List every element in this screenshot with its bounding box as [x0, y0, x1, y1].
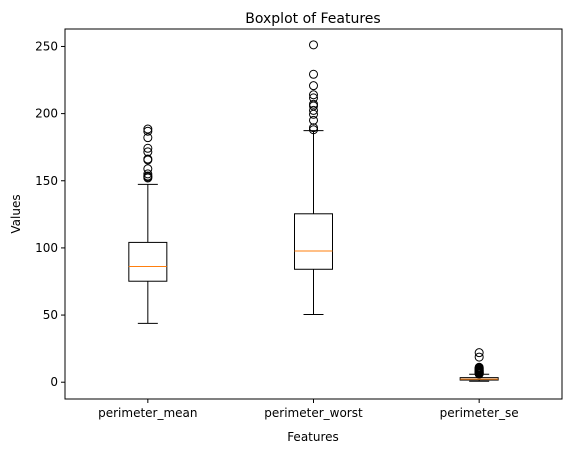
x-tick-label: perimeter_se [440, 406, 519, 420]
outlier-point [309, 123, 318, 133]
outlier-point [143, 164, 153, 174]
y-tick-label: 0 [50, 375, 58, 389]
box-perimeter-worst [294, 40, 333, 316]
y-axis-label: Values [9, 194, 23, 233]
outlier-point [309, 93, 318, 103]
x-tick-label: perimeter_worst [264, 406, 363, 420]
x-tick-label: perimeter_mean [98, 406, 197, 420]
outlier-point [309, 115, 318, 125]
x-axis: perimeter_mean perimeter_worst perimeter_s… [98, 399, 519, 420]
y-tick-label: 200 [35, 107, 58, 121]
y-tick-label: 50 [43, 308, 58, 322]
outlier-point [309, 99, 318, 109]
outlier-point [143, 143, 153, 153]
outlier-point [309, 81, 318, 91]
iqr-box [128, 241, 168, 282]
y-axis: 0 50 100 150 200 250 [35, 39, 65, 389]
y-tick-label: 100 [35, 241, 58, 255]
outlier-point [309, 105, 318, 115]
x-axis-label: Features [287, 430, 339, 444]
outlier-point [143, 154, 153, 164]
outlier-point [143, 171, 153, 181]
boxes-group [128, 40, 499, 382]
outlier-point [474, 362, 484, 372]
y-tick-label: 250 [35, 39, 58, 53]
outlier-point [309, 69, 318, 79]
chart-title: Boxplot of Features [245, 11, 380, 27]
outlier-point [474, 348, 484, 358]
outlier-point [143, 147, 153, 157]
outlier-point [309, 40, 318, 50]
box-perimeter-mean [128, 124, 168, 324]
y-tick-label: 150 [35, 174, 58, 188]
outlier-point [143, 126, 153, 136]
outlier-point [143, 169, 153, 179]
iqr-box [294, 213, 333, 270]
outlier-point [143, 133, 153, 143]
outlier-point [143, 124, 153, 134]
outlier-point [309, 90, 318, 100]
box-perimeter-se [459, 348, 499, 382]
outlier-point [474, 352, 484, 362]
